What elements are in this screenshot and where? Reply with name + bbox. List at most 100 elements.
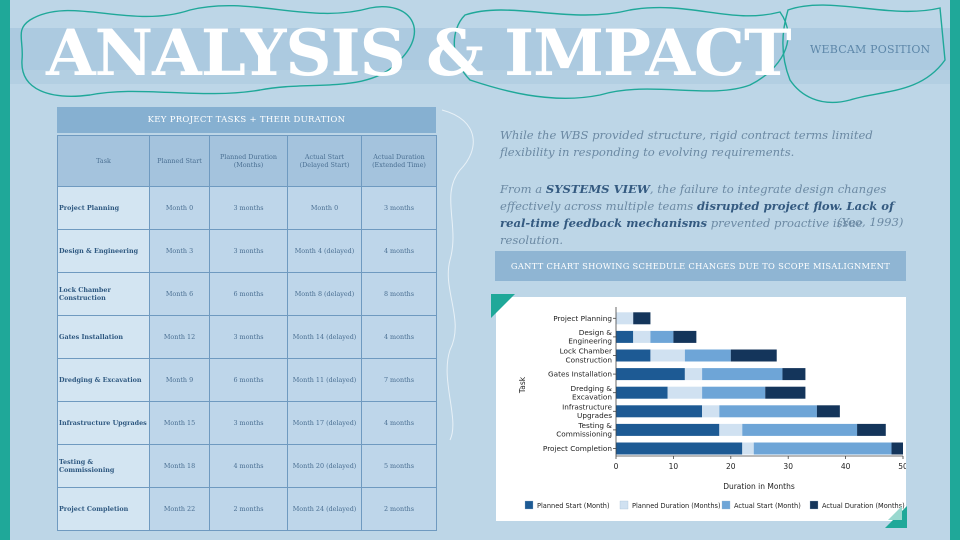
bar-5-0 [616, 405, 703, 418]
bar-4-2 [702, 386, 766, 399]
bar-1-2 [650, 330, 674, 343]
slide-title: ANALYSIS & IMPACT [46, 16, 792, 91]
gantt-chart-panel: Project Planning Design & Engineering Lock … [496, 297, 908, 521]
column-header: Task [57, 135, 150, 187]
planned-duration-cell: 3 months [209, 229, 288, 273]
task-cell: Dredging & Excavation [57, 358, 150, 402]
table-header: KEY PROJECT TASKS + THEIR DURATION [57, 107, 436, 133]
table-row: Testing & Commissioning Month 18 4 month… [57, 444, 437, 488]
x-tick-label: 30 [783, 462, 793, 471]
bar-2-0 [616, 349, 651, 362]
systems-text-e: prevented proactive issue resolution. [500, 216, 863, 247]
x-tick-label: 40 [841, 462, 851, 471]
planned-duration-cell: 6 months [209, 272, 288, 316]
bar-1-0 [616, 330, 634, 343]
legend-swatch [809, 500, 819, 510]
category-label: Testing & Commissioning [556, 421, 612, 439]
task-cell: Testing & Commissioning [57, 444, 150, 488]
bar-4-0 [616, 386, 668, 399]
legend-label: Actual Duration (Months) [822, 502, 905, 510]
bar-6-3 [857, 423, 886, 436]
planned-duration-cell: 3 months [209, 315, 288, 359]
planned-start-cell: Month 12 [149, 315, 210, 359]
systems-text-c: , the failure to integrate design change… [500, 182, 887, 213]
bar-2-3 [730, 349, 777, 362]
x-tick-label: 0 [614, 462, 619, 471]
legend-label: Planned Duration (Months) [632, 502, 721, 510]
bar-7-3 [891, 442, 903, 455]
bar-3-3 [782, 368, 806, 381]
y-axis-label: Task [518, 376, 527, 394]
task-cell: Lock Chamber Construction [57, 272, 150, 316]
legend-label: Planned Start (Month) [537, 502, 610, 510]
category-label: Lock Chamber Construction [560, 347, 612, 365]
actual-duration-cell: 8 months [361, 272, 437, 316]
category-label: Design & Engineering [568, 328, 612, 346]
planned-start-cell: Month 3 [149, 229, 210, 273]
actual-duration-cell: 2 months [361, 487, 437, 531]
bar-7-0 [616, 442, 743, 455]
actual-duration-cell: 4 months [361, 401, 437, 445]
planned-start-cell: Month 9 [149, 358, 210, 402]
table-row: Design & Engineering Month 3 3 months Mo… [57, 229, 437, 273]
gantt-header: GANTT CHART SHOWING SCHEDULE CHANGES DUE… [495, 251, 906, 281]
task-cell: Gates Installation [57, 315, 150, 359]
bar-3-2 [702, 368, 783, 381]
table-row: Gates Installation Month 12 3 months Mon… [57, 315, 437, 359]
planned-start-cell: Month 0 [149, 186, 210, 230]
column-header: Actual Duration (Extended Time) [361, 135, 437, 187]
actual-start-cell: Month 8 (delayed) [287, 272, 362, 316]
bar-5-2 [719, 405, 817, 418]
bar-3-0 [616, 368, 685, 381]
actual-start-cell: Month 17 (delayed) [287, 401, 362, 445]
category-label: Infrastructure Upgrades [562, 403, 612, 421]
actual-duration-cell: 5 months [361, 444, 437, 488]
category-label: Project Planning [553, 314, 612, 323]
systems-view-paragraph: From a SYSTEMS VIEW, the failure to inte… [500, 181, 905, 249]
planned-start-cell: Month 6 [149, 272, 210, 316]
actual-start-cell: Month 4 (delayed) [287, 229, 362, 273]
table-row: Lock Chamber Construction Month 6 6 mont… [57, 272, 437, 316]
corner-accent-bottom-right-inner [888, 506, 902, 520]
bar-5-1 [702, 405, 720, 418]
column-header: Actual Start (Delayed Start) [287, 135, 362, 187]
tasks-table: Task Planned Start Planned Duration (Mon… [57, 135, 437, 531]
legend-label: Actual Start (Month) [734, 502, 801, 510]
table-row: Project Completion Month 22 2 months Mon… [57, 487, 437, 531]
actual-duration-cell: 4 months [361, 229, 437, 273]
bar-6-0 [616, 423, 720, 436]
corner-accent-top-left [491, 294, 515, 318]
actual-duration-cell: 7 months [361, 358, 437, 402]
task-cell: Project Completion [57, 487, 150, 531]
actual-start-cell: Month 24 (delayed) [287, 487, 362, 531]
planned-duration-cell: 4 months [209, 444, 288, 488]
bar-3-1 [684, 368, 703, 381]
actual-start-cell: Month 0 [287, 186, 362, 230]
citation: (Yeo, 1993) [837, 215, 904, 229]
table-row: Infrastructure Upgrades Month 15 3 month… [57, 401, 437, 445]
bar-5-3 [816, 405, 840, 418]
planned-start-cell: Month 22 [149, 487, 210, 531]
bar-6-2 [742, 423, 858, 436]
planned-duration-cell: 3 months [209, 186, 288, 230]
actual-start-cell: Month 14 (delayed) [287, 315, 362, 359]
bar-7-1 [742, 442, 754, 455]
table-row: Dredging & Excavation Month 9 6 months M… [57, 358, 437, 402]
planned-start-cell: Month 15 [149, 401, 210, 445]
slide: ANALYSIS & IMPACT WEBCAM POSITION KEY PR… [10, 0, 950, 540]
category-label: Dredging & Excavation [570, 384, 612, 402]
bar-0-3 [633, 312, 651, 325]
legend-swatch [619, 500, 629, 510]
x-tick-label: 20 [726, 462, 736, 471]
table-row: Project Planning Month 0 3 months Month … [57, 186, 437, 230]
category-label: Project Completion [543, 444, 612, 453]
actual-start-cell: Month 20 (delayed) [287, 444, 362, 488]
column-header: Planned Start [149, 135, 210, 187]
bar-1-1 [633, 330, 651, 343]
legend-swatch [721, 500, 731, 510]
bar-7-2 [753, 442, 892, 455]
table-header-row: Task Planned Start Planned Duration (Mon… [57, 135, 437, 187]
systems-view-emphasis: SYSTEMS VIEW [545, 182, 650, 196]
x-tick-label: 10 [669, 462, 679, 471]
bar-0-1 [616, 312, 634, 325]
